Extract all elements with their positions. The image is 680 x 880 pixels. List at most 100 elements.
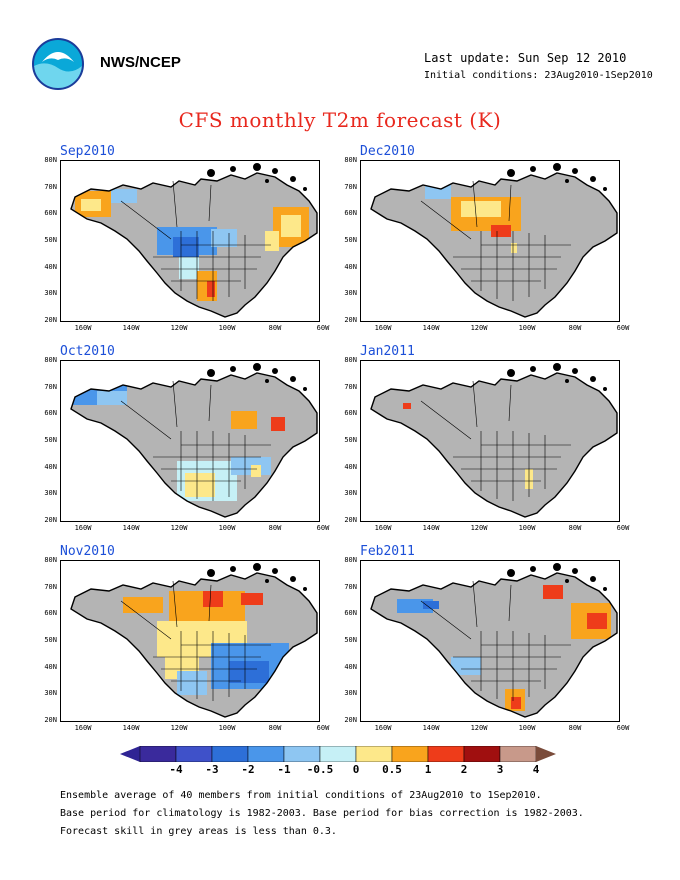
colorbar [120,745,560,766]
lat-tick-label: 70N [44,182,57,191]
panel-title: Feb2011 [360,544,415,559]
lon-tick-label: 140W [422,724,440,732]
lon-tick-label: 80W [268,524,282,532]
colorbar-segment [139,745,177,763]
lat-tick-label: 80N [344,556,357,564]
lat-tick-label: 20N [344,316,357,324]
footer-line-3: Forecast skill in grey areas is less tha… [60,826,337,837]
lon-tick-label: 60W [616,324,630,332]
lat-tick-label: 40N [44,462,57,471]
colorbar-label: 3 [496,763,504,776]
colorbar-segment [247,745,285,763]
lon-tick-label: 120W [470,524,488,532]
colorbar-segment [499,745,537,763]
lon-tick-label: 140W [122,724,140,732]
anomaly-patch [423,601,439,609]
colorbar-segment [427,745,465,763]
lon-tick-label: 60W [316,324,330,332]
lat-tick-label: 80N [344,356,357,364]
anomaly-patch [543,585,563,599]
anomaly-patch [111,189,137,203]
forecast-map [360,560,620,722]
forecast-map [60,160,320,322]
lat-tick-label: 20N [44,316,57,324]
anomaly-patch [451,657,481,675]
colorbar-label: 1 [424,763,432,776]
colorbar-label: -3 [205,763,219,776]
anomaly-patch [461,201,501,217]
colorbar-label: -0.5 [306,763,334,776]
anomaly-patch [185,473,215,497]
anomaly-patch [211,229,237,247]
lat-tick-label: 60N [44,409,57,418]
noaa-logo [32,38,84,90]
lon-tick-label: 120W [170,324,188,332]
forecast-map [60,360,320,522]
colorbar-left-arrow [120,746,140,762]
anomaly-patch [403,403,411,409]
lon-tick-label: 80W [568,324,582,332]
lat-tick-label: 30N [344,489,357,498]
lat-tick-label: 40N [44,662,57,671]
lat-tick-label: 80N [44,156,57,164]
panel-title: Nov2010 [60,544,115,559]
colorbar-label: 2 [460,763,468,776]
lon-tick-label: 120W [170,524,188,532]
anomaly-patch [251,465,261,477]
lon-tick-label: 160W [374,524,392,532]
panel-title: Oct2010 [60,344,115,359]
lat-tick-label: 50N [44,636,57,644]
lat-tick-label: 50N [344,636,357,644]
lat-tick-label: 70N [344,382,357,391]
anomaly-patch [179,257,199,279]
panel-title: Sep2010 [60,144,115,159]
lat-tick-label: 50N [344,236,357,244]
lon-tick-label: 80W [568,524,582,532]
lon-tick-label: 160W [374,724,392,732]
anomaly-patch [511,697,521,709]
anomaly-patch [123,597,163,613]
colorbar-label: -2 [241,763,255,776]
lat-tick-label: 60N [344,209,357,218]
anomaly-patch [241,593,263,605]
anomaly-patch [177,671,207,695]
lon-tick-label: 160W [74,324,92,332]
lat-tick-label: 50N [44,436,57,444]
panel-title: Dec2010 [360,144,415,159]
lon-tick-label: 100W [218,324,236,332]
lon-tick-label: 100W [218,724,236,732]
lat-tick-label: 60N [344,609,357,618]
anomaly-patch [491,225,511,237]
anomaly-patch [97,391,127,405]
colorbar-segment [175,745,213,763]
lat-tick-label: 60N [44,209,57,218]
anomaly-patch [511,243,517,253]
forecast-map [360,360,620,522]
lon-tick-label: 100W [518,324,536,332]
footer-line-1: Ensemble average of 40 members from init… [60,790,542,801]
colorbar-segment [391,745,429,763]
colorbar-label: 0.5 [382,763,402,776]
lon-tick-label: 140W [422,524,440,532]
lat-tick-label: 30N [44,489,57,498]
page-title: CFS monthly T2m forecast (K) [178,108,502,132]
lon-tick-label: 80W [568,724,582,732]
anomaly-patch [271,417,285,431]
anomaly-patch [203,591,223,607]
lon-tick-label: 160W [374,324,392,332]
lon-tick-label: 140W [422,324,440,332]
lat-tick-label: 40N [344,662,357,671]
lat-tick-label: 50N [44,236,57,244]
lon-tick-label: 160W [74,724,92,732]
colorbar-segment [355,745,393,763]
forecast-map [60,560,320,722]
lat-tick-label: 80N [44,556,57,564]
colorbar-segment [283,745,321,763]
lon-tick-label: 100W [518,524,536,532]
lat-tick-label: 80N [44,356,57,364]
lat-tick-label: 50N [344,436,357,444]
lat-tick-label: 30N [44,289,57,298]
lat-tick-label: 20N [344,716,357,724]
lat-tick-label: 40N [344,262,357,271]
anomaly-patch [425,185,451,199]
